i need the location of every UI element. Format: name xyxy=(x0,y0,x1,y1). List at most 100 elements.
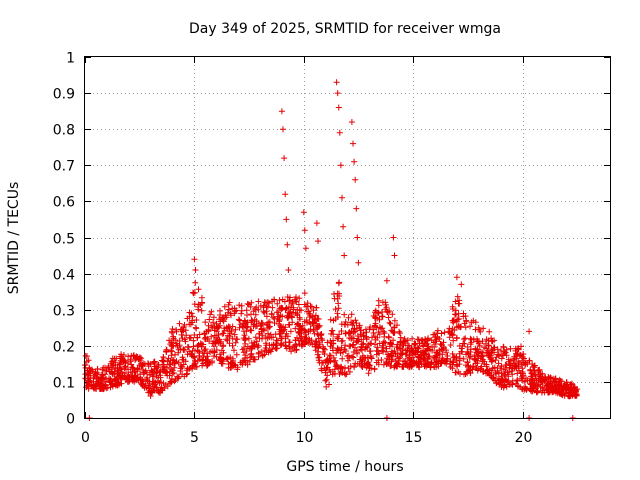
data-point xyxy=(293,298,300,305)
data-point xyxy=(147,393,154,399)
data-point xyxy=(177,368,184,374)
data-point xyxy=(500,352,507,359)
data-point xyxy=(248,353,255,360)
data-point xyxy=(379,313,385,320)
data-point xyxy=(283,345,290,352)
data-point xyxy=(225,301,232,308)
data-point xyxy=(344,321,351,328)
data-point xyxy=(501,372,508,379)
data-point xyxy=(532,372,539,379)
data-point xyxy=(378,357,385,363)
data-point xyxy=(238,310,245,317)
data-point xyxy=(219,330,226,337)
data-point xyxy=(280,126,286,133)
data-point xyxy=(460,355,467,362)
data-point xyxy=(249,317,256,324)
data-point xyxy=(242,354,249,361)
data-point xyxy=(139,381,146,388)
data-point xyxy=(326,366,333,373)
data-point xyxy=(493,354,500,361)
data-point xyxy=(385,314,392,321)
data-point xyxy=(341,311,348,318)
y-tick-label: 0.8 xyxy=(53,123,75,139)
data-point xyxy=(434,349,441,356)
data-point xyxy=(459,343,466,350)
data-point xyxy=(428,360,435,367)
data-point xyxy=(338,328,345,334)
data-point xyxy=(449,306,456,312)
data-point xyxy=(566,389,573,396)
data-point xyxy=(479,353,486,360)
data-point xyxy=(533,388,540,395)
data-point xyxy=(455,310,462,317)
data-point xyxy=(404,347,411,354)
data-point xyxy=(373,347,380,354)
data-point xyxy=(340,349,346,356)
data-point xyxy=(281,155,288,162)
data-point xyxy=(131,352,137,359)
data-point xyxy=(149,369,156,376)
data-point xyxy=(189,317,196,324)
data-point xyxy=(384,360,391,367)
data-point xyxy=(506,368,512,375)
data-point xyxy=(226,333,233,340)
data-point xyxy=(274,345,280,352)
data-point xyxy=(196,331,203,338)
data-point xyxy=(382,299,389,306)
data-point xyxy=(467,335,474,342)
data-point xyxy=(393,344,400,350)
data-point xyxy=(271,315,278,322)
data-point xyxy=(351,158,358,165)
data-point xyxy=(463,317,470,324)
data-point xyxy=(556,376,563,383)
data-point xyxy=(295,321,302,328)
data-point xyxy=(216,336,223,343)
data-point xyxy=(317,331,324,338)
data-point xyxy=(122,376,129,383)
data-point xyxy=(386,319,393,326)
data-point xyxy=(500,366,507,373)
data-point xyxy=(357,356,363,363)
data-point xyxy=(338,364,345,371)
data-point xyxy=(478,363,485,370)
data-point xyxy=(241,345,247,352)
data-point xyxy=(521,355,527,362)
data-point xyxy=(300,209,307,216)
data-point xyxy=(255,298,262,305)
data-point xyxy=(210,319,217,326)
data-point xyxy=(468,319,475,326)
data-point xyxy=(327,316,334,323)
data-point xyxy=(498,375,505,382)
data-point xyxy=(244,312,250,318)
data-point xyxy=(252,306,258,312)
data-point xyxy=(206,316,213,323)
data-point xyxy=(363,333,369,340)
data-point xyxy=(350,335,357,342)
data-point xyxy=(438,330,445,337)
data-point xyxy=(345,357,351,364)
data-point xyxy=(153,365,160,372)
data-point xyxy=(340,223,347,230)
data-point xyxy=(182,338,189,345)
data-point xyxy=(330,354,337,361)
data-point xyxy=(493,380,500,387)
data-point xyxy=(447,342,454,348)
data-point xyxy=(346,330,353,336)
y-tick-label: 0.6 xyxy=(53,195,75,211)
data-point xyxy=(148,389,155,396)
data-point xyxy=(536,373,543,380)
data-point xyxy=(330,340,337,347)
data-point xyxy=(400,358,407,365)
data-point xyxy=(537,381,544,388)
data-point xyxy=(443,349,450,356)
data-point xyxy=(333,79,340,86)
data-point xyxy=(350,140,356,147)
data-point xyxy=(414,362,420,369)
data-point xyxy=(357,331,364,338)
data-point xyxy=(82,362,89,369)
x-tick-label: 20 xyxy=(515,430,533,446)
data-point xyxy=(535,367,542,373)
data-point xyxy=(391,348,398,354)
